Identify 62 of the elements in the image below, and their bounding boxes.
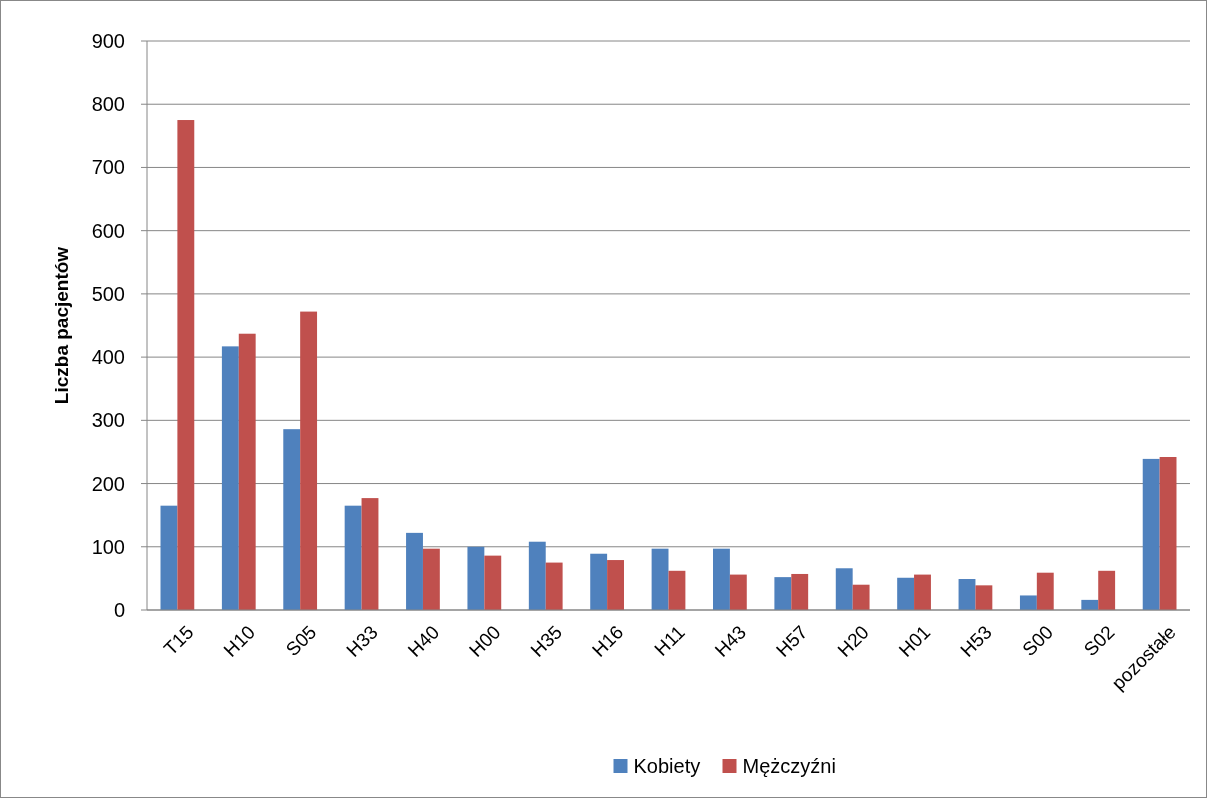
- bar: [177, 120, 195, 610]
- y-tick-label: 700: [91, 156, 125, 179]
- bar: [1019, 595, 1037, 610]
- bar: [406, 532, 423, 610]
- x-tick-label: H00: [465, 621, 505, 661]
- x-tick-label: H35: [526, 621, 566, 661]
- bar: [1159, 457, 1177, 610]
- bar: [897, 577, 915, 610]
- bar: [300, 311, 318, 610]
- bar: [467, 546, 485, 610]
- bar: [835, 568, 853, 610]
- bar: [590, 553, 608, 610]
- bar: [1142, 458, 1160, 610]
- y-tick-label: 0: [113, 599, 125, 621]
- bar: [160, 505, 178, 610]
- y-tick-label: 200: [91, 472, 125, 495]
- bar: [668, 570, 686, 610]
- bar: [774, 577, 792, 610]
- x-tick-label: S02: [1079, 621, 1119, 661]
- x-tick-label: H57: [772, 621, 812, 661]
- bar: [528, 541, 546, 610]
- bar: [791, 573, 809, 610]
- bar: [1098, 570, 1116, 610]
- bar: [713, 548, 730, 610]
- bar: [975, 585, 993, 610]
- x-tick-label: H53: [956, 621, 996, 661]
- x-tick-label: H43: [710, 621, 751, 661]
- bar: [651, 548, 669, 610]
- bar: [221, 346, 239, 610]
- y-tick-label: 900: [91, 30, 125, 52]
- x-tick-label: H40: [403, 621, 444, 661]
- x-tick-label: T15: [159, 621, 198, 660]
- x-tick-label: H11: [650, 621, 689, 660]
- x-tick-label: H10: [219, 621, 260, 661]
- y-tick-label: 500: [91, 282, 125, 305]
- bar: [238, 333, 256, 610]
- bar: [729, 574, 747, 610]
- bar: [344, 505, 362, 610]
- y-tick-label: 800: [91, 93, 125, 116]
- y-axis-title: Liczba pacjentów: [51, 246, 72, 405]
- bar: [1036, 572, 1054, 610]
- bar: [914, 574, 931, 610]
- x-tick-label: S05: [281, 621, 321, 661]
- x-tick-label: H20: [833, 621, 873, 661]
- legend-label: Kobiety: [633, 755, 701, 777]
- bar: [958, 579, 976, 610]
- bar: [607, 560, 624, 610]
- y-tick-label: 300: [91, 409, 125, 432]
- legend-label: Mężczyźni: [742, 755, 836, 777]
- bar: [361, 498, 379, 610]
- x-tick-label: H01: [894, 621, 935, 661]
- y-tick-label: 600: [91, 219, 125, 242]
- x-tick-label: S00: [1018, 621, 1058, 661]
- y-tick-label: 100: [91, 535, 125, 558]
- y-tick-label: 400: [91, 346, 125, 369]
- bar: [852, 584, 870, 610]
- bar: [545, 562, 563, 610]
- x-tick-label: H16: [587, 621, 628, 661]
- bar: [283, 429, 301, 610]
- x-tick-label: H33: [342, 621, 382, 661]
- bar: [422, 548, 440, 610]
- bar: [484, 555, 502, 610]
